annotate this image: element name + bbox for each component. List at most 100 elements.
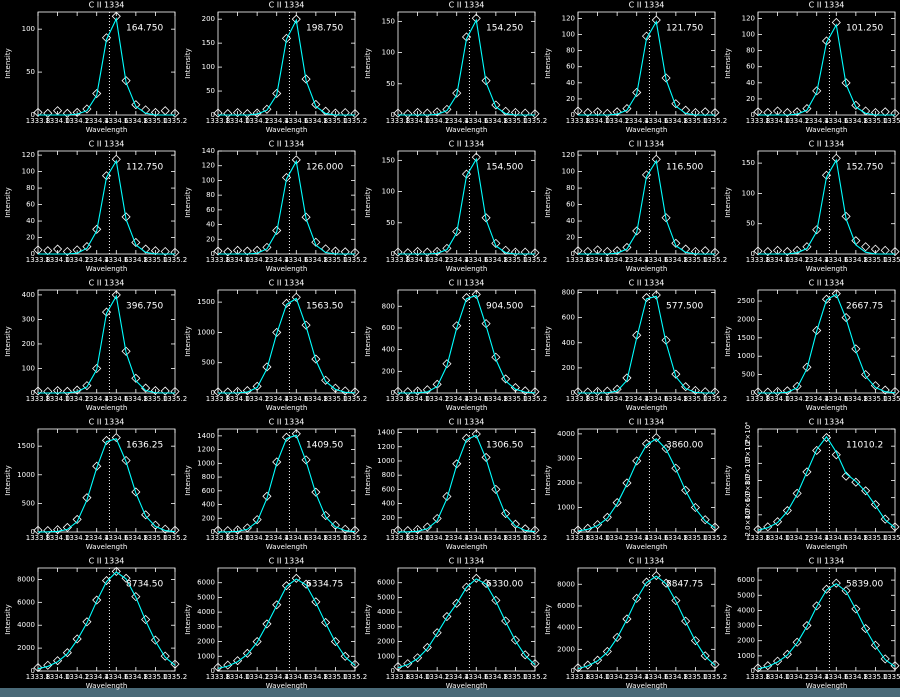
data-point [861,624,871,634]
data-point [82,381,92,391]
y-tick-label: 60 [206,206,215,214]
x-tick-label: 1335.2 [523,256,548,264]
data-point [422,642,432,653]
x-tick-label: 1333.8 [206,256,231,264]
y-tick-label: 150 [742,159,755,167]
chart-title: C II 1334 [449,557,485,566]
data-point [150,246,160,256]
chart-title: C II 1334 [269,418,305,427]
y-tick-label: 1400 [197,432,215,440]
x-tick-label: 1334.0 [765,534,790,542]
y-tick-label: 0 [211,250,215,258]
y-tick-label: 60 [566,201,575,209]
data-point [491,352,501,362]
data-point [782,505,792,516]
y-tick-label: 140 [202,147,215,155]
data-point [141,510,151,520]
plot-frame [37,567,176,672]
y-tick-label: 50 [206,87,215,95]
y-tick-label: 0 [571,389,575,397]
data-point [651,290,661,300]
x-tick-label: 1334.4 [804,534,829,542]
annotation: 1409.50 [306,441,343,451]
y-tick-label: 800 [382,471,395,479]
data-point [890,386,900,397]
annotation: 116.500 [666,163,703,173]
data-point [491,484,501,494]
data-point [880,654,890,664]
data-point [131,373,141,383]
x-tick-label: 1334.6 [824,117,849,125]
y-tick-label: 60 [26,201,35,209]
x-tick-label: 1334.8 [844,534,869,542]
data-point [82,242,92,252]
data-point [92,461,102,471]
data-point [583,108,593,118]
x-tick-label: 1335.0 [683,395,708,403]
y-tick-label: 1000 [377,457,395,465]
x-tick-label: 1335.2 [163,534,188,542]
x-tick-label: 1334.6 [824,256,849,264]
x-tick-label: 1334.0 [765,256,790,264]
data-point [452,459,462,469]
data-point [792,381,802,391]
y-tick-label: 0 [31,250,35,258]
annotation: 396.750 [126,302,163,312]
x-tick-label: 1334.8 [124,534,149,542]
chart-title: C II 1334 [269,279,305,288]
data-point [121,455,131,466]
y-tick-label: 8000 [17,575,35,583]
annotation: 3860.00 [666,441,703,451]
data-point [43,526,53,536]
data-point [393,247,403,257]
data-point [602,386,612,396]
x-tick-label: 1335.2 [703,256,728,264]
x-tick-label: 1335.2 [343,395,368,403]
data-point [773,517,783,527]
x-tick-label: 1334.2 [245,256,270,264]
x-tick-label: 1333.8 [206,534,231,542]
y-tick-label: 1500 [737,334,755,342]
data-point [233,525,243,535]
annotation: 8847.75 [666,580,703,590]
data-point [593,107,603,117]
x-tick-label: 1334.2 [425,534,450,542]
y-tick-label: 2000 [17,644,35,652]
data-point [690,502,700,513]
plot-frame [577,150,716,255]
x-tick-label: 1335.0 [683,534,708,542]
y-tick-label: 50 [746,220,755,228]
x-tick-label: 1335.0 [323,673,348,681]
annotation: 11010.2 [846,441,883,451]
y-tick-label: 400 [202,501,215,509]
fit-line [758,293,896,394]
data-point [802,362,812,372]
data-point [573,246,583,256]
x-tick-label: 1335.2 [163,395,188,403]
y-tick-label: 120 [22,151,35,159]
x-tick-label: 1335.0 [323,256,348,264]
y-tick-label: 2500 [737,297,755,305]
data-point [252,108,262,118]
data-point [150,385,160,396]
y-tick-label: 8000 [557,580,575,588]
data-point [442,243,452,253]
plot-frame [397,428,536,533]
y-tick-label: 1.0×10⁴ [744,439,752,468]
data-point [851,604,861,614]
data-point [213,662,223,672]
x-axis-label: Wavelength [626,126,668,134]
x-tick-label: 1334.2 [785,673,810,681]
y-axis-label: Intensity [724,465,732,495]
x-tick-label: 1334.0 [405,534,430,542]
x-tick-label: 1334.6 [104,256,129,264]
data-point [661,73,671,83]
x-tick-label: 1334.0 [585,256,610,264]
fit-line [217,578,356,669]
data-point [223,660,233,670]
data-point [763,522,773,532]
y-tick-label: 1.2×10⁴ [744,422,752,451]
chart-title: C II 1334 [89,418,125,427]
data-point [782,108,792,118]
